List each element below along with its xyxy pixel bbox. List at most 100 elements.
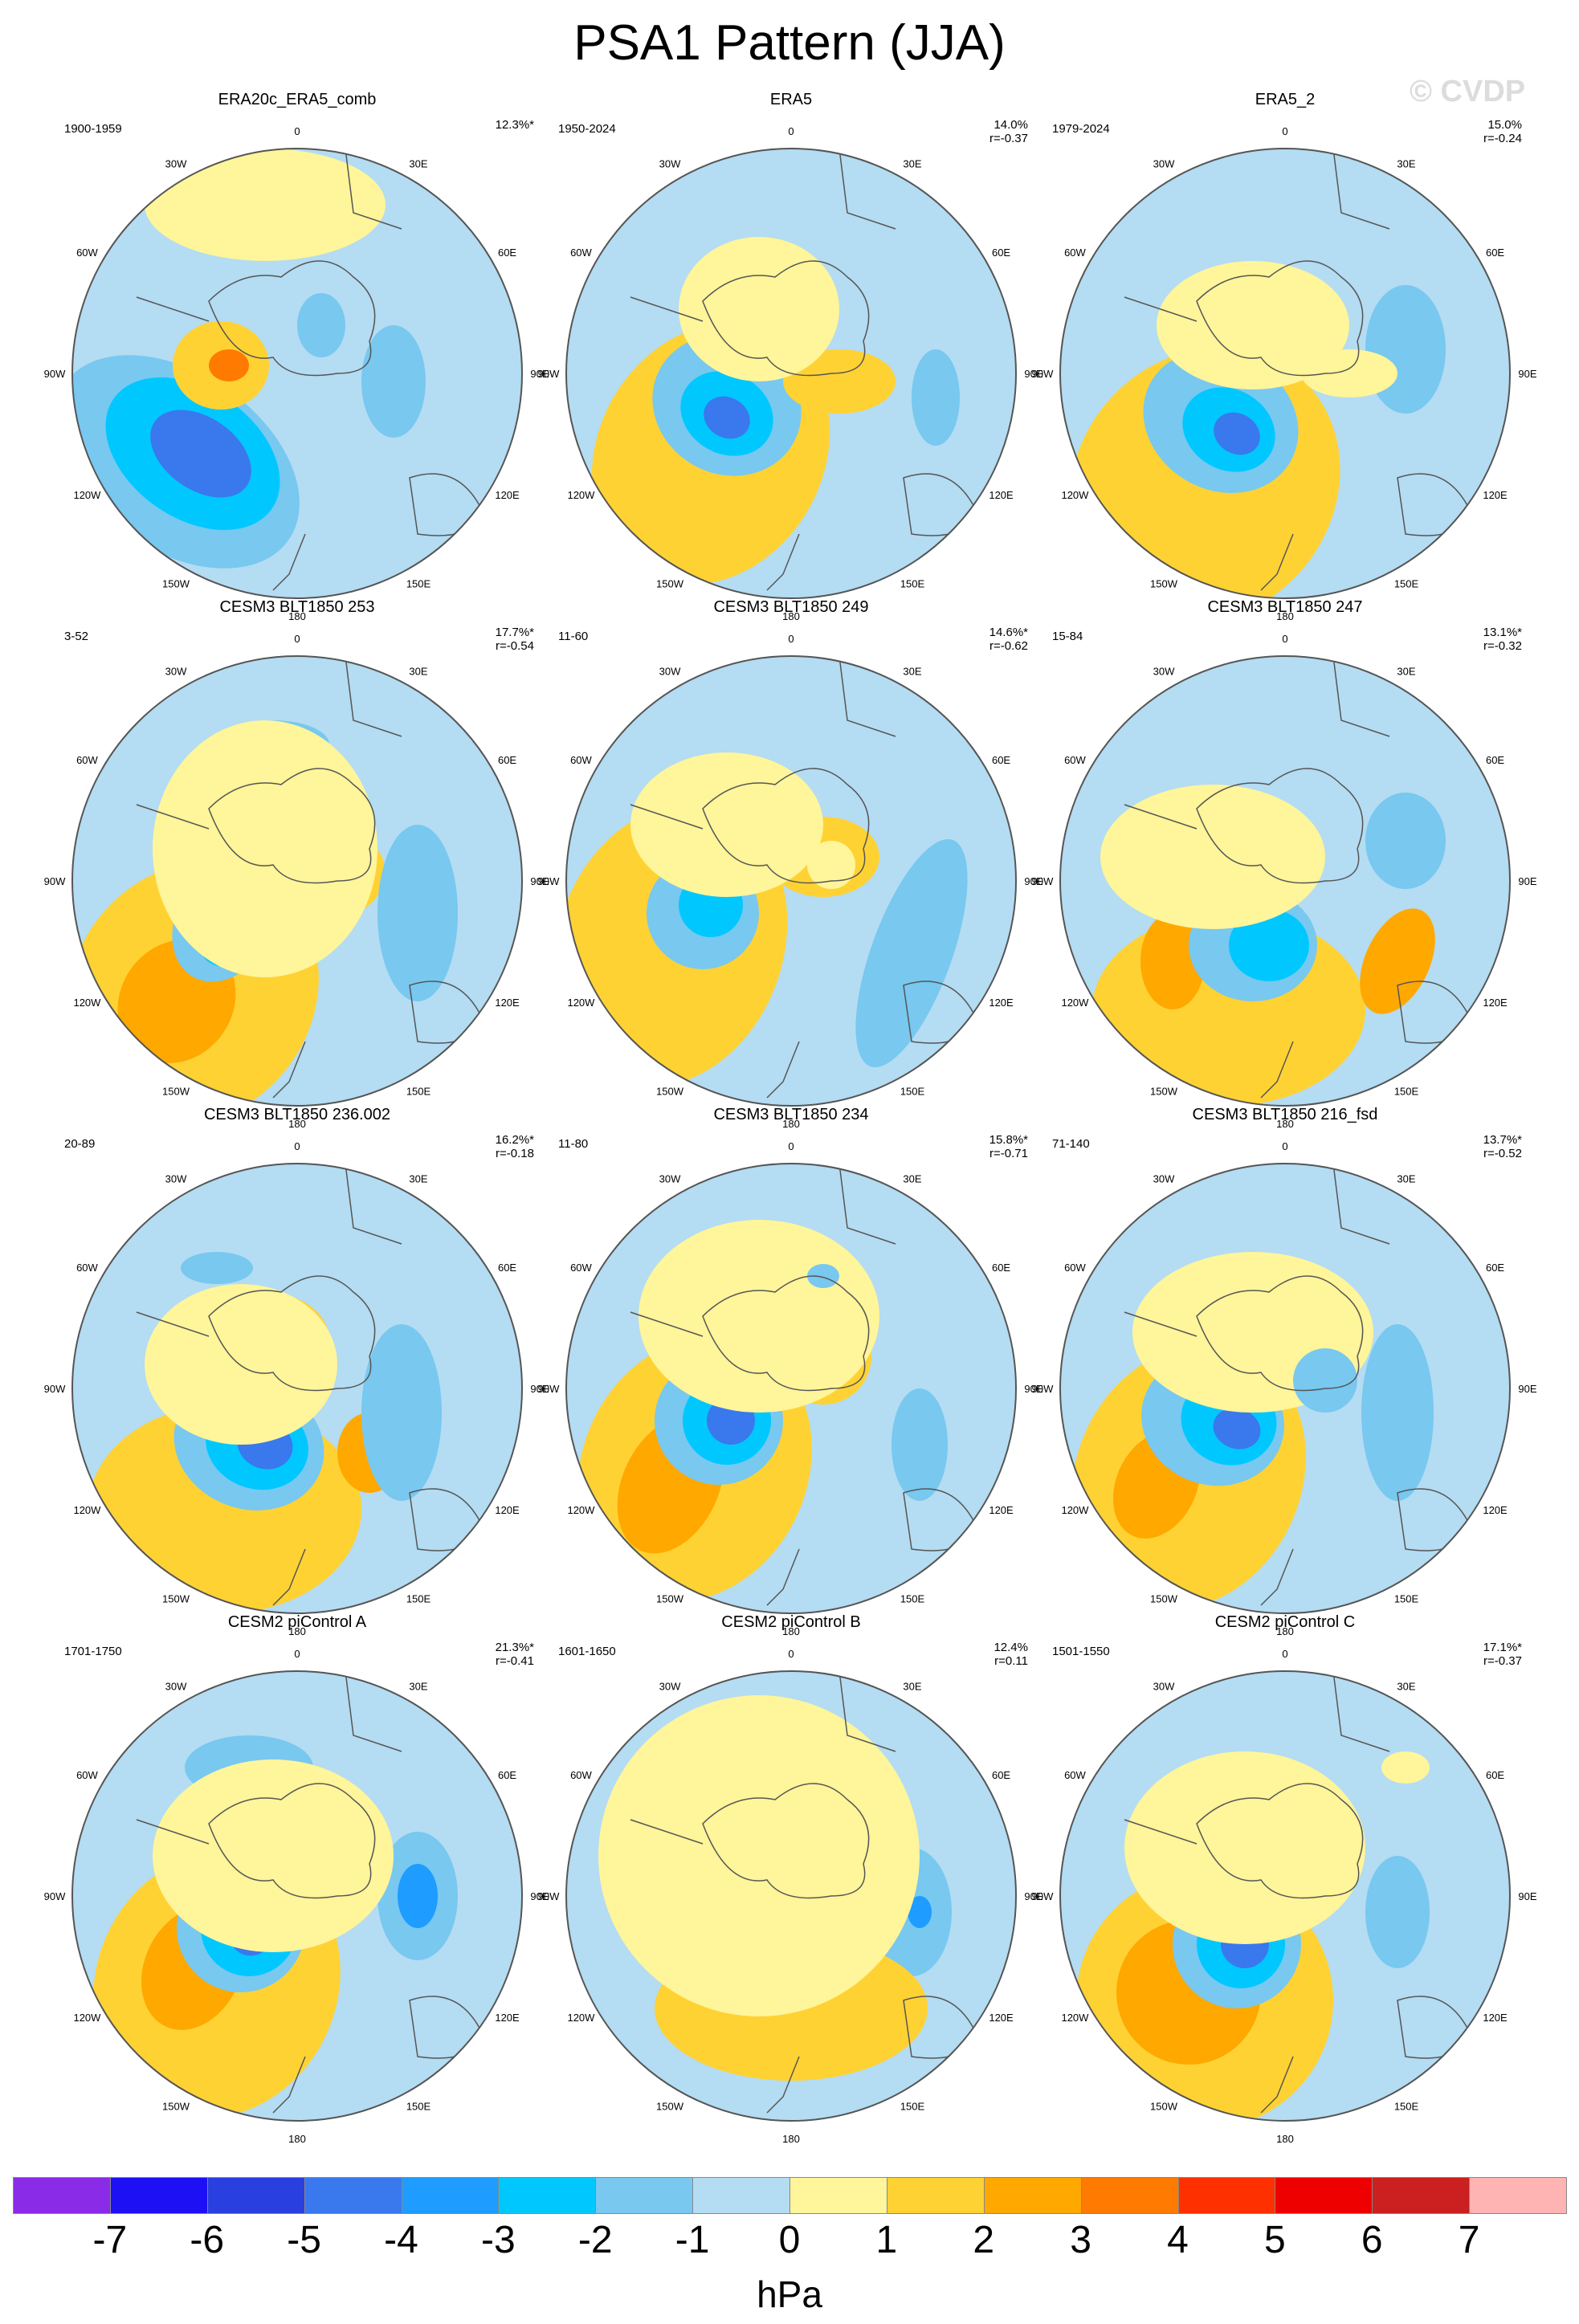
longitude-label: 30E xyxy=(409,1172,427,1184)
panel-correlation: r=-0.18 xyxy=(496,1147,534,1160)
panel-percent: 12.3%* xyxy=(496,118,535,132)
map-panel: 0 30E 60E 90E 120E 150E 180 150W 120W 90W 60W 30W CE… xyxy=(1032,1106,1537,1637)
longitude-label: 90W xyxy=(44,1890,66,1902)
contour-region xyxy=(1100,785,1325,929)
coastline xyxy=(838,149,896,230)
longitude-label: 60W xyxy=(1064,754,1086,766)
colorbar xyxy=(13,2177,1567,2216)
panel-correlation: r=0.11 xyxy=(994,1654,1028,1668)
longitude-label: 150E xyxy=(1394,1086,1419,1098)
contour-region xyxy=(679,237,839,381)
map-panel: 0 30E 60E 90E 120E 150E 180 150W 120W 90W 60W 30W CE… xyxy=(1032,1613,1537,2145)
coastline xyxy=(272,2056,306,2114)
contour-region xyxy=(908,1896,932,1928)
contour-region xyxy=(153,1759,394,1952)
longitude-label: 60E xyxy=(1486,1262,1504,1274)
coastline xyxy=(766,533,800,591)
longitude-label: 150W xyxy=(162,578,190,590)
panel-title: ERA5_2 xyxy=(1255,91,1316,108)
longitude-label: 90W xyxy=(538,1890,560,1902)
contour-region xyxy=(855,839,968,1067)
panel-years: 1950-2024 xyxy=(558,122,616,136)
longitude-label: 60E xyxy=(498,247,516,259)
colorbar-tick-label: 5 xyxy=(1264,2219,1286,2261)
longitude-label: 30W xyxy=(659,1172,681,1184)
longitude-label: 90E xyxy=(1518,1890,1536,1902)
longitude-label: 150E xyxy=(406,1086,431,1098)
longitude-label: 120W xyxy=(567,997,595,1009)
coastline xyxy=(630,296,704,322)
colorbar-segment xyxy=(13,2177,111,2214)
colorbar-units: hPa xyxy=(757,2273,822,2315)
panel-title: CESM3 BLT1850 247 xyxy=(1207,598,1362,616)
panel-correlation: r=-0.52 xyxy=(1483,1147,1522,1160)
longitude-label: 120E xyxy=(1483,1504,1508,1516)
longitude-label: 150E xyxy=(900,1086,925,1098)
coastline xyxy=(630,1819,704,1845)
map-border xyxy=(1059,1670,1511,2122)
map-panel: 0 30E 60E 90E 120E 150E 180 150W 120W 90W 60W 30W CE… xyxy=(44,1106,549,1637)
panel-years: 1900-1959 xyxy=(64,122,122,136)
longitude-label: 90W xyxy=(1032,1890,1054,1902)
panel-percent: 13.1%* xyxy=(1483,626,1523,639)
panel-title: CESM3 BLT1850 253 xyxy=(219,598,374,616)
longitude-label: 120W xyxy=(567,489,595,501)
longitude-label: 0 xyxy=(788,633,794,645)
coastline xyxy=(1332,1164,1390,1245)
longitude-label: 0 xyxy=(294,633,300,645)
colorbar-segment xyxy=(1372,2177,1471,2214)
coastline xyxy=(1332,149,1390,230)
longitude-label: 150W xyxy=(1150,1086,1178,1098)
colorbar-tick-label: -6 xyxy=(190,2219,225,2261)
panel-years: 1979-2024 xyxy=(1052,122,1110,136)
longitude-label: 150W xyxy=(656,578,684,590)
longitude-label: 0 xyxy=(1282,633,1287,645)
longitude-label: 90W xyxy=(1032,875,1054,887)
map-border xyxy=(565,1163,1017,1614)
panel-years: 71-140 xyxy=(1052,1137,1090,1151)
longitude-label: 60E xyxy=(992,754,1010,766)
panel-years: 1501-1550 xyxy=(1052,1645,1110,1658)
panel-title: CESM3 BLT1850 234 xyxy=(713,1106,868,1123)
longitude-label: 30E xyxy=(903,157,921,169)
longitude-label: 60W xyxy=(570,1769,592,1781)
longitude-label: 60W xyxy=(76,1769,98,1781)
longitude-label: 60E xyxy=(1486,247,1504,259)
contour-region xyxy=(807,1264,839,1288)
coastline xyxy=(766,1548,800,1606)
map-panel: 0 30E 60E 90E 120E 150E 180 150W 120W 90W 60W 30W CE… xyxy=(538,1106,1043,1637)
longitude-label: 90E xyxy=(530,1890,549,1902)
longitude-label: 90E xyxy=(1518,875,1536,887)
map-border xyxy=(565,655,1017,1107)
coastline xyxy=(1124,1819,1198,1845)
panel-title: CESM3 BLT1850 236.002 xyxy=(204,1106,390,1123)
longitude-label: 30W xyxy=(659,157,681,169)
contour-region xyxy=(1214,412,1260,455)
colorbar-tick-label: 3 xyxy=(1070,2219,1091,2261)
map-border xyxy=(71,1163,523,1614)
longitude-label: 150E xyxy=(900,2101,925,2113)
contour-region xyxy=(807,841,855,889)
contour-region xyxy=(1381,1751,1430,1784)
contour-region xyxy=(181,1252,253,1284)
colorbar-segment xyxy=(983,2177,1082,2214)
coastline xyxy=(1196,768,1364,884)
map-panel: 0 30E 60E 90E 120E 150E 180 150W 120W 90W 60W 30W CE… xyxy=(44,598,549,1130)
colorbar-tick-label: 1 xyxy=(875,2219,898,2261)
contour-region xyxy=(598,1695,920,2016)
panel-title: CESM2 piControl A xyxy=(228,1613,367,1631)
contour-region xyxy=(1140,913,1205,1009)
longitude-label: 120W xyxy=(73,997,101,1009)
longitude-label: 120E xyxy=(495,997,520,1009)
coastline xyxy=(1196,1275,1364,1392)
longitude-label: 120W xyxy=(73,489,101,501)
longitude-label: 90W xyxy=(538,1383,560,1395)
panel-percent: 12.4% xyxy=(994,1641,1028,1654)
contour-region xyxy=(209,349,249,381)
coastline xyxy=(766,2056,800,2114)
coastline xyxy=(702,1783,870,1899)
longitude-label: 120E xyxy=(495,489,520,501)
colorbar-tick-label: 2 xyxy=(973,2219,995,2261)
panel-title: CESM2 piControl B xyxy=(721,1613,860,1631)
longitude-label: 120E xyxy=(495,2012,520,2024)
